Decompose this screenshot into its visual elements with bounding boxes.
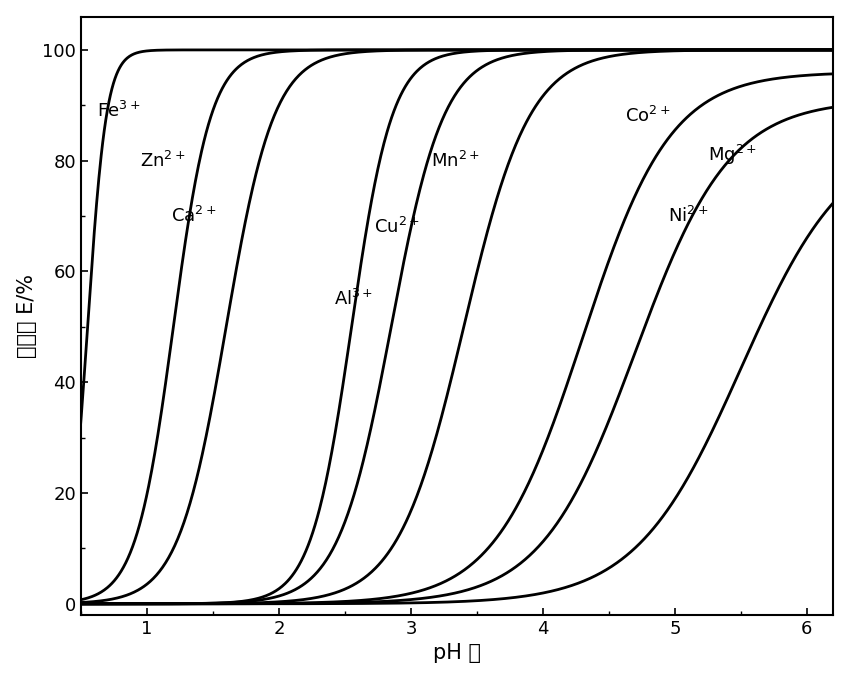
- X-axis label: pH 值: pH 值: [434, 643, 481, 663]
- Text: Fe$^{3+}$: Fe$^{3+}$: [97, 101, 140, 121]
- Text: Al$^{3+}$: Al$^{3+}$: [334, 289, 374, 309]
- Text: Mg$^{2+}$: Mg$^{2+}$: [708, 143, 756, 167]
- Text: Mn$^{2+}$: Mn$^{2+}$: [431, 151, 479, 171]
- Y-axis label: 萃取率 E/%: 萃取率 E/%: [17, 274, 37, 358]
- Text: Zn$^{2+}$: Zn$^{2+}$: [140, 151, 186, 171]
- Text: Ca$^{2+}$: Ca$^{2+}$: [171, 206, 216, 226]
- Text: Ni$^{2+}$: Ni$^{2+}$: [668, 206, 709, 226]
- Text: Cu$^{2+}$: Cu$^{2+}$: [374, 217, 420, 237]
- Text: Co$^{2+}$: Co$^{2+}$: [625, 106, 671, 126]
